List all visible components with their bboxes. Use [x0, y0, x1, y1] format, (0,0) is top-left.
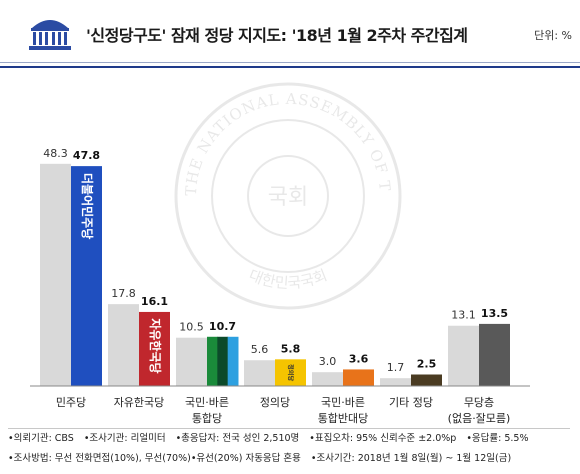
- party-logo-label: 자유한국당: [148, 318, 163, 373]
- category-label: (없음·잘모름): [448, 412, 511, 424]
- unit-label: 단위: %: [534, 29, 572, 42]
- bar-current: [411, 374, 442, 386]
- category-label: 통합반대당: [318, 412, 369, 424]
- party-logo-label: 더불어민주당: [80, 173, 95, 239]
- category-label: 무당층: [464, 396, 494, 409]
- value-label-current: 13.5: [481, 307, 508, 320]
- bar-current: [275, 359, 306, 386]
- footer-item: •표집오차: 95% 신뢰수준 ±2.0%p: [309, 433, 457, 444]
- category-label: 국민·바른: [321, 396, 365, 409]
- bar-previous: [380, 378, 411, 386]
- footer-item: •의뢰기관: CBS: [8, 433, 74, 444]
- footer-line-2: •조사방법: 무선 전화면접(10%), 무선(70%)•유선(20%) 자동응…: [8, 449, 570, 469]
- bar-previous: [312, 372, 343, 386]
- value-label-previous: 17.8: [111, 287, 136, 300]
- bar-previous: [244, 360, 275, 386]
- category-label: 민주당: [56, 396, 86, 409]
- bar-current: [343, 369, 374, 386]
- value-label-current: 2.5: [417, 358, 437, 371]
- footer-item: •조사방법: 무선 전화면접(10%), 무선(70%)•유선(20%) 자동응…: [8, 453, 301, 464]
- value-label-current: 3.6: [349, 352, 369, 365]
- bar-current: [139, 311, 170, 386]
- value-label-previous: 10.5: [179, 321, 204, 334]
- value-label-previous: 48.3: [43, 147, 68, 160]
- value-label-previous: 1.7: [387, 361, 405, 374]
- footer-item: •조사기관: 리얼미터: [83, 433, 166, 444]
- chart-title: '신정당구도' 잠재 정당 지지도: '18년 1월 2주차 주간집계: [86, 26, 468, 45]
- value-label-current: 5.8: [281, 342, 301, 355]
- category-label: 정의당: [260, 396, 290, 409]
- bar-current-segment: [207, 336, 218, 386]
- category-label: 통합당: [192, 412, 222, 424]
- value-label-current: 10.7: [209, 320, 236, 333]
- category-label: 기타 정당: [389, 396, 433, 409]
- category-label: 자유한국당: [114, 396, 165, 409]
- footer-item: •조사기간: 2018년 1월 8일(월) ~ 1월 12일(금): [310, 453, 512, 464]
- header: '신정당구도' 잠재 정당 지지도: '18년 1월 2주차 주간집계 단위: …: [0, 0, 580, 68]
- footer-item: •응답률: 5.5%: [466, 433, 529, 444]
- bar-previous: [40, 163, 71, 386]
- footer-line-1: •의뢰기관: CBS •조사기관: 리얼미터 •총응답자: 전국 성인 2,510명…: [8, 429, 570, 449]
- category-label: 국민·바른: [185, 396, 229, 409]
- bar-current: [479, 323, 510, 386]
- bar-previous: [108, 304, 139, 386]
- bar-current: [71, 166, 102, 386]
- value-label-previous: 3.0: [319, 355, 337, 368]
- value-label-previous: 13.1: [451, 309, 476, 322]
- value-label-current: 47.8: [73, 149, 100, 162]
- bar-current-segment: [227, 336, 239, 386]
- chart-area: THE NATIONAL ASSEMBLY OF THE REPUBLIC OF…: [0, 68, 580, 424]
- value-label-previous: 5.6: [251, 343, 269, 356]
- bar-current-segment: [217, 336, 229, 386]
- party-logo-label: 정의당: [287, 364, 295, 381]
- bar-previous: [176, 337, 207, 386]
- bar-previous: [448, 325, 479, 386]
- national-assembly-seal-watermark: THE NATIONAL ASSEMBLY OF THE REPUBLIC OF…: [168, 76, 402, 310]
- value-label-current: 16.1: [141, 295, 168, 308]
- footer-item: •총응답자: 전국 성인 2,510명: [175, 433, 300, 444]
- national-assembly-building-icon: [29, 20, 71, 50]
- bar-chart: 더불어민주당 48.3 47.8 민주당 자유한국당 17.8 16.1 자유한국당 10.5 1…: [30, 147, 530, 424]
- watermark-center-text: 국회: [268, 185, 308, 210]
- survey-footer: •의뢰기관: CBS •조사기관: 리얼미터 •총응답자: 전국 성인 2,510명…: [8, 428, 570, 471]
